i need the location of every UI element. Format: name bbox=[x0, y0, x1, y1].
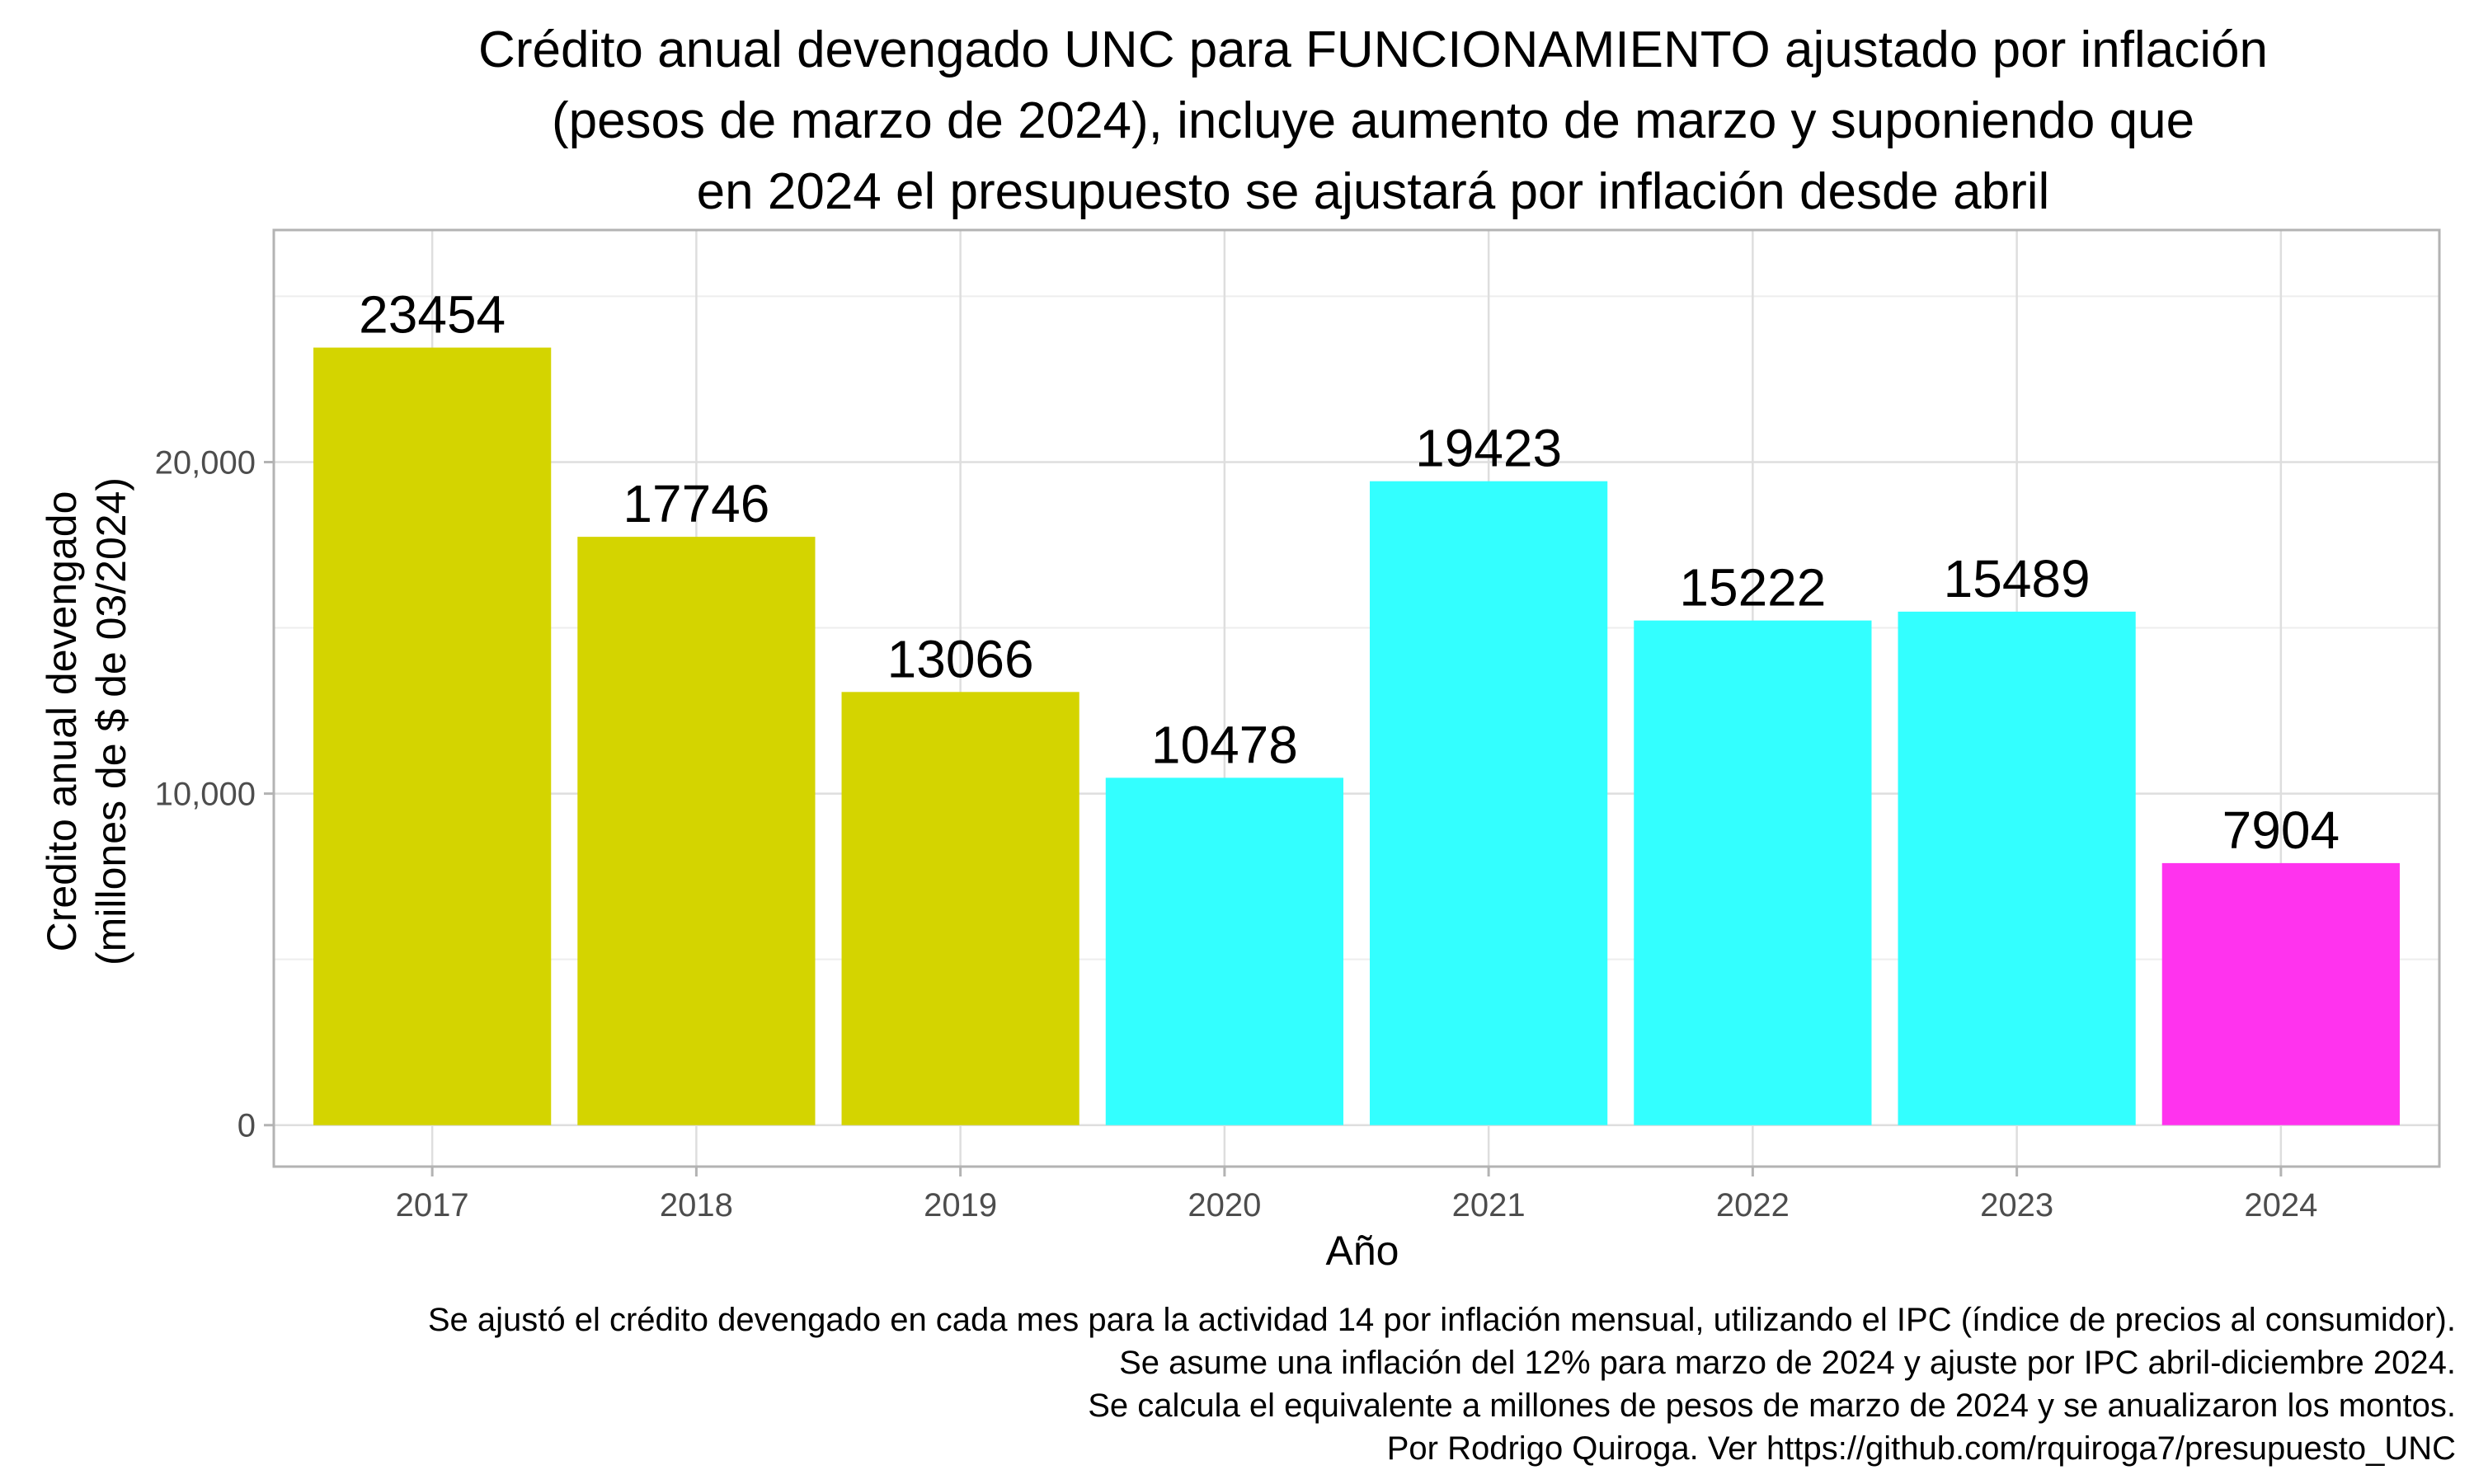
data-label-2024: 7904 bbox=[2222, 801, 2340, 860]
data-label-2018: 17746 bbox=[623, 474, 769, 533]
caption-line-3: Se calcula el equivalente a millones de … bbox=[1088, 1388, 2456, 1424]
data-label-2023: 15489 bbox=[1944, 549, 2091, 608]
data-label-2019: 13066 bbox=[887, 629, 1034, 688]
y-axis-title-line-2: (millones de $ de 03/2024) bbox=[88, 477, 134, 966]
bar-2021 bbox=[1370, 481, 1608, 1125]
data-label-2017: 23454 bbox=[359, 285, 506, 345]
x-tick-label: 2022 bbox=[1716, 1187, 1790, 1223]
data-label-2020: 10478 bbox=[1151, 715, 1298, 774]
caption-line-1: Se ajustó el crédito devengado en cada m… bbox=[427, 1302, 2456, 1338]
y-axis-title-line-1: Credito anual devengado bbox=[39, 491, 85, 952]
y-tick-label: 0 bbox=[238, 1108, 256, 1144]
bar-2024 bbox=[2161, 862, 2400, 1125]
data-label-2022: 15222 bbox=[1679, 558, 1826, 618]
bar-2022 bbox=[1634, 620, 1872, 1125]
chart-title-line-2: (pesos de marzo de 2024), incluye aument… bbox=[551, 92, 2195, 149]
x-tick-label: 2024 bbox=[2244, 1187, 2317, 1223]
plot-border bbox=[272, 228, 2441, 1168]
chart-caption: Se ajustó el crédito devengado en cada m… bbox=[428, 1298, 2456, 1470]
y-tick-label: 20,000 bbox=[155, 444, 256, 481]
chart-title-line-1: Crédito anual devengado UNC para FUNCION… bbox=[478, 21, 2268, 78]
bar-2023 bbox=[1898, 611, 2136, 1125]
caption-line-2: Se asume una inflación del 12% para marz… bbox=[1119, 1345, 2456, 1381]
x-tick-label: 2021 bbox=[1452, 1187, 1526, 1223]
chart-title: Crédito anual devengado UNC para FUNCION… bbox=[272, 15, 2474, 228]
y-tick-label: 10,000 bbox=[155, 777, 256, 813]
chart-title-line-3: en 2024 el presupuesto se ajustará por i… bbox=[696, 163, 2050, 220]
bar-2018 bbox=[577, 537, 816, 1125]
data-label-2021: 19423 bbox=[1415, 419, 1562, 478]
x-tick-label: 2017 bbox=[396, 1187, 469, 1223]
x-tick-label: 2019 bbox=[924, 1187, 997, 1223]
caption-line-4: Por Rodrigo Quiroga. Ver https://github.… bbox=[1386, 1430, 2456, 1467]
x-tick-label: 2018 bbox=[660, 1187, 733, 1223]
x-tick-label: 2020 bbox=[1188, 1187, 1261, 1223]
x-tick-label: 2023 bbox=[1980, 1187, 2053, 1223]
bar-2020 bbox=[1105, 777, 1343, 1125]
bar-2017 bbox=[313, 347, 552, 1125]
x-axis-title: Año bbox=[1325, 1228, 1399, 1274]
bar-2019 bbox=[841, 692, 1079, 1125]
